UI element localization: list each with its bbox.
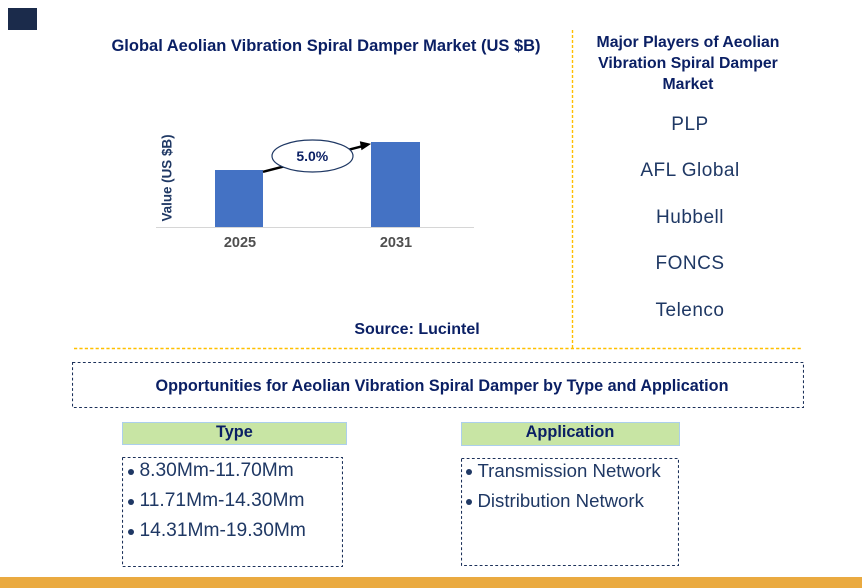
svg-text:5.0%: 5.0% — [296, 148, 328, 164]
